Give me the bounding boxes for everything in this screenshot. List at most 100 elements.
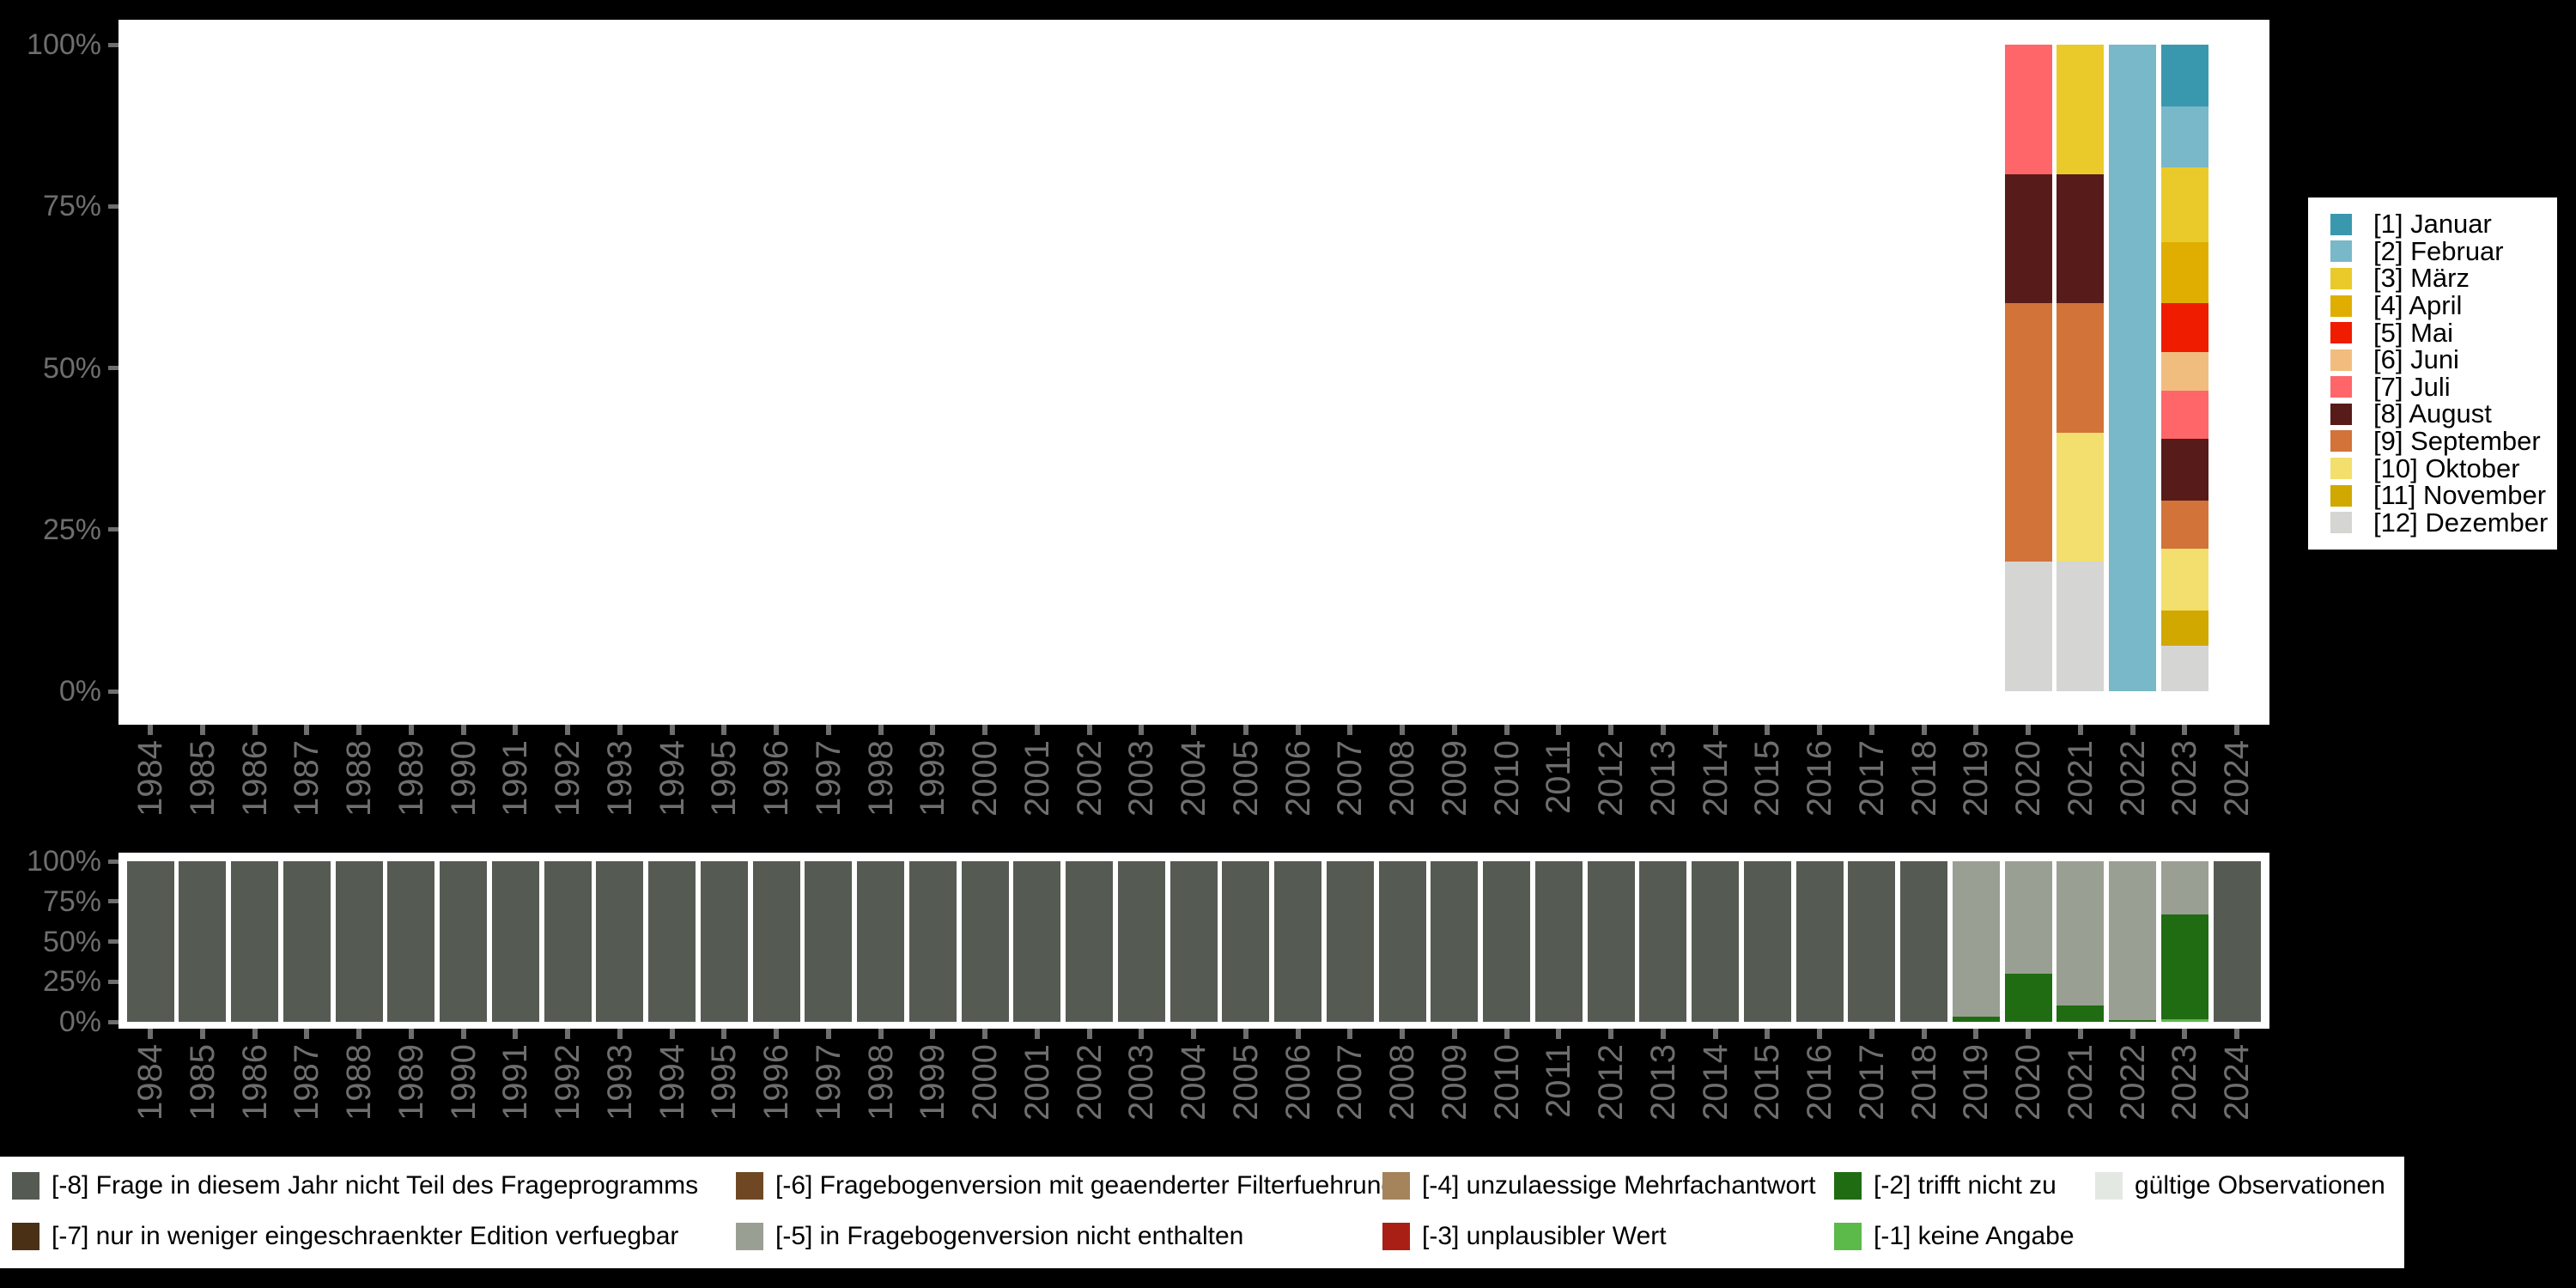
y-axis-label: 75% bbox=[42, 190, 101, 223]
x-axis-tick bbox=[2234, 1029, 2239, 1039]
x-axis-year-label: 1985 bbox=[183, 1044, 222, 1121]
x-axis-year-label: 2010 bbox=[1487, 740, 1526, 817]
x-axis-tick bbox=[513, 1029, 519, 1039]
bar-2018 bbox=[1900, 861, 1947, 1022]
code-legend-label: [-5] in Fragebogenversion nicht enthalte… bbox=[775, 1222, 1244, 1250]
x-axis-tick bbox=[460, 725, 466, 735]
x-axis-year-label: 2013 bbox=[1643, 1044, 1682, 1121]
x-axis-tick bbox=[1347, 725, 1353, 735]
bar-1984 bbox=[126, 861, 174, 1022]
x-axis-tick bbox=[460, 1029, 466, 1039]
x-axis-year-label: 2007 bbox=[1331, 740, 1370, 817]
x-axis-tick bbox=[1817, 1029, 1822, 1039]
x-axis-year-label: 1998 bbox=[861, 1044, 900, 1121]
x-axis-tick bbox=[1921, 1029, 1927, 1039]
x-axis-year-label: 2017 bbox=[1852, 740, 1891, 817]
x-axis-tick bbox=[982, 725, 987, 735]
bar-segment-1998--8 bbox=[857, 861, 904, 1022]
y-axis-tick bbox=[108, 204, 118, 209]
month-legend-item: [1] Januar bbox=[2330, 209, 2557, 239]
x-axis-year-label: 2005 bbox=[1226, 740, 1265, 817]
x-axis-tick bbox=[1191, 725, 1196, 735]
bar-segment-2023-12 bbox=[2160, 646, 2208, 691]
missing-code-legend: [-8] Frage in diesem Jahr nicht Teil des… bbox=[0, 1157, 2404, 1268]
x-axis-tick bbox=[982, 1029, 987, 1039]
x-axis-year-label: 1992 bbox=[549, 740, 586, 817]
x-axis-tick bbox=[721, 1029, 727, 1039]
bar-1987 bbox=[283, 861, 331, 1022]
code-swatch-icon bbox=[736, 1172, 763, 1200]
bar-segment-2023-5 bbox=[2160, 303, 2208, 352]
x-axis-year-label: 2002 bbox=[1070, 740, 1109, 817]
bar-segment-1984--8 bbox=[126, 861, 174, 1022]
y-axis-tick bbox=[108, 1019, 118, 1024]
x-axis-year-label: 2008 bbox=[1383, 1044, 1421, 1121]
bar-segment-1990--8 bbox=[440, 861, 487, 1022]
x-axis-year-label: 2012 bbox=[1592, 1044, 1630, 1121]
bar-2004 bbox=[1170, 861, 1218, 1022]
y-axis-tick bbox=[108, 689, 118, 694]
bar-2010 bbox=[1483, 861, 1530, 1022]
bar-segment-2022-2 bbox=[2109, 45, 2156, 691]
bar-segment-2021--5 bbox=[2057, 861, 2105, 1006]
x-axis-year-label: 2009 bbox=[1435, 740, 1473, 817]
code-legend-label: [-6] Fragebogenversion mit geaenderter F… bbox=[775, 1171, 1396, 1200]
code-legend-label: [-2] trifft nicht zu bbox=[1874, 1171, 2057, 1200]
bar-2024 bbox=[2213, 861, 2261, 1022]
bar-2014 bbox=[1692, 861, 1739, 1022]
x-axis-tick bbox=[1451, 1029, 1457, 1039]
x-axis-tick bbox=[565, 1029, 570, 1039]
bar-segment-2023-9 bbox=[2160, 500, 2208, 550]
x-axis-year-label: 1988 bbox=[340, 1044, 378, 1121]
x-axis-tick bbox=[774, 725, 779, 735]
month-legend-label: [4] April bbox=[2373, 290, 2463, 321]
x-axis-year-label: 2000 bbox=[966, 740, 1004, 817]
x-axis-tick bbox=[1868, 1029, 1874, 1039]
x-axis-year-label: 2022 bbox=[2113, 1044, 2152, 1121]
month-legend-label: [10] Oktober bbox=[2373, 453, 2520, 483]
x-axis-year-label: 1999 bbox=[914, 1044, 952, 1121]
code-legend-label: gültige Observationen bbox=[2135, 1171, 2385, 1200]
code-legend-label: [-8] Frage in diesem Jahr nicht Teil des… bbox=[52, 1171, 699, 1200]
month-legend-label: [6] Juni bbox=[2373, 344, 2459, 375]
bar-segment-2023-10 bbox=[2160, 549, 2208, 611]
y-axis-tick bbox=[108, 979, 118, 984]
bar-1993 bbox=[596, 861, 644, 1022]
bar-2023 bbox=[2160, 861, 2208, 1022]
x-axis-tick bbox=[2182, 725, 2188, 735]
month-legend: [1] Januar [2] Februar [3] März [4] April [5… bbox=[2308, 197, 2557, 550]
x-axis-year-label: 2023 bbox=[2166, 1044, 2204, 1121]
x-axis-year-label: 2014 bbox=[1696, 1044, 1735, 1121]
x-axis-tick bbox=[513, 725, 519, 735]
y-axis-label: 0% bbox=[58, 675, 101, 708]
month-chart-panel bbox=[118, 20, 2269, 725]
bar-segment-2023-7 bbox=[2160, 390, 2208, 440]
month-swatch-icon bbox=[2330, 403, 2352, 425]
x-axis-tick bbox=[1660, 1029, 1666, 1039]
y-axis-label: 75% bbox=[42, 884, 101, 918]
bar-1992 bbox=[544, 861, 592, 1022]
x-axis-tick bbox=[1556, 725, 1562, 735]
month-swatch-icon bbox=[2330, 376, 2352, 398]
bar-segment-2005--8 bbox=[1222, 861, 1270, 1022]
bar-segment-2019--5 bbox=[1952, 861, 2000, 1018]
x-axis-tick bbox=[408, 1029, 414, 1039]
x-axis-tick bbox=[2129, 1029, 2136, 1039]
month-legend-label: [3] März bbox=[2373, 263, 2470, 294]
code-swatch-icon bbox=[1382, 1172, 1410, 1200]
y-axis-label: 25% bbox=[42, 513, 101, 546]
bar-segment-2000--8 bbox=[961, 861, 1009, 1022]
bar-1996 bbox=[752, 861, 800, 1022]
month-legend-label: [12] Dezember bbox=[2373, 507, 2549, 538]
month-swatch-icon bbox=[2330, 484, 2352, 507]
x-axis-year-label: 2013 bbox=[1643, 740, 1682, 817]
x-axis-tick bbox=[2026, 1029, 2031, 1039]
x-axis-year-label: 2019 bbox=[1957, 1044, 1996, 1121]
x-axis-tick bbox=[1712, 1029, 1718, 1039]
x-axis-year-label: 2001 bbox=[1018, 1044, 1056, 1121]
x-axis-year-label: 2011 bbox=[1540, 740, 1578, 815]
x-axis-year-label: 1990 bbox=[444, 740, 483, 817]
bar-segment-2018--8 bbox=[1900, 861, 1947, 1022]
bar-1998 bbox=[857, 861, 904, 1022]
